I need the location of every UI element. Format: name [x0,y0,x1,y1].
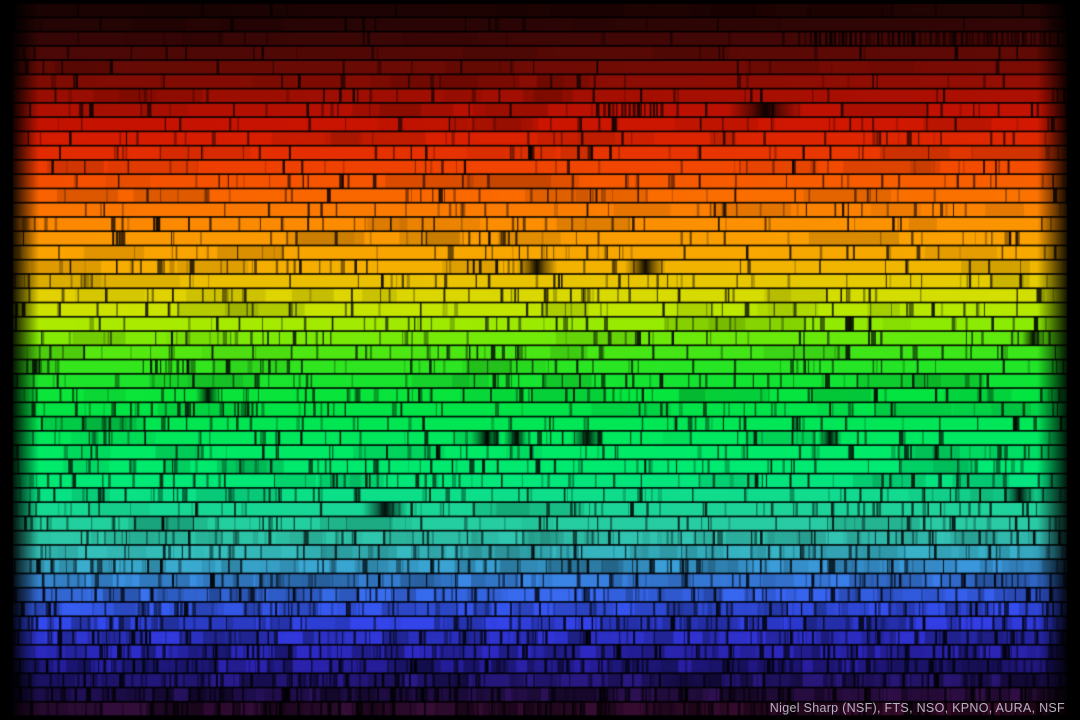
photo-credit: Nigel Sharp (NSF), FTS, NSO, KPNO, AURA,… [769,701,1065,715]
solar-spectrum-image [13,3,1067,716]
